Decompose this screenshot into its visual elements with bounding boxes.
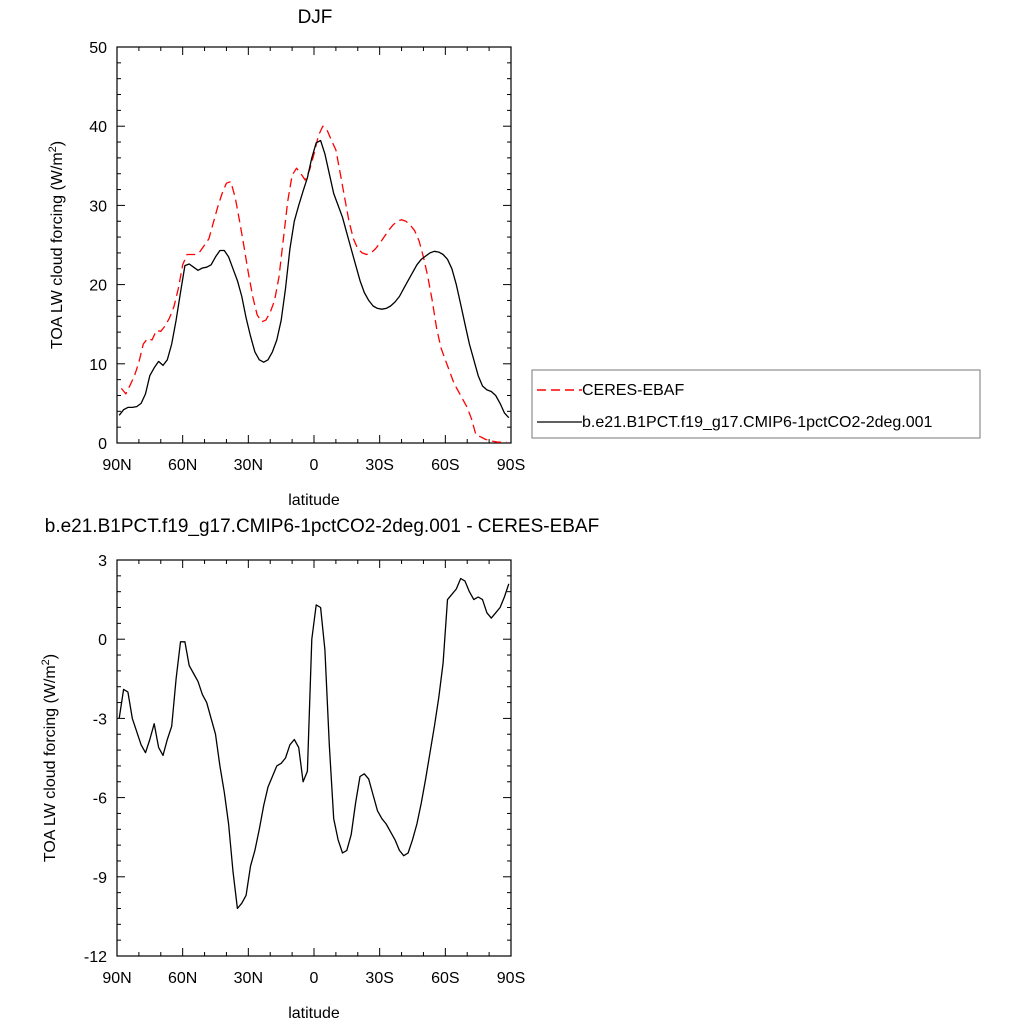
- top-x-tick-label: 30S: [365, 457, 393, 474]
- top-x-tick-label: 0: [310, 457, 319, 474]
- bottom-x-axis: 90N 60N 30N 0 30S 60S 90S: [102, 560, 525, 987]
- bottom-chart-title: b.e21.B1PCT.f19_g17.CMIP6-1pctCO2-2deg.0…: [45, 516, 599, 537]
- top-y-axis-label: TOA LW cloud forcing (W/m2): [47, 141, 66, 349]
- bottom-x-tick-label: 30S: [365, 970, 393, 987]
- top-x-axis: 90N 60N 30N 0 30S 60S 90S: [102, 47, 525, 474]
- top-y-tick-label: 0: [98, 436, 107, 453]
- legend-label-ceres: CERES-EBAF: [582, 382, 684, 399]
- legend-box: [531, 369, 981, 439]
- top-x-tick-label: 30N: [234, 457, 263, 474]
- bottom-x-tick-label: 60S: [431, 970, 459, 987]
- bottom-y-tick-label: -9: [93, 870, 107, 887]
- top-x-tick-label: 60N: [168, 457, 197, 474]
- bottom-series-lines: [118, 577, 510, 910]
- bottom-y-tick-label: 3: [98, 553, 107, 570]
- bottom-x-tick-label: 90S: [497, 970, 525, 987]
- bottom-y-axis-label: TOA LW cloud forcing (W/m2): [40, 654, 59, 862]
- top-y-tick-label: 50: [89, 40, 107, 57]
- top-y-axis: 0 10 20 30 40 50: [89, 40, 511, 453]
- top-x-tick-label: 90N: [102, 457, 131, 474]
- top-x-tick-label: 90S: [497, 457, 525, 474]
- bottom-x-axis-label: latitude: [288, 1005, 340, 1022]
- legend-label-model: b.e21.B1PCT.f19_g17.CMIP6-1pctCO2-2deg.0…: [582, 414, 933, 431]
- bottom-y-axis: -12 -9 -6 -3 0 3: [84, 553, 511, 966]
- top-y-tick-label: 30: [89, 198, 107, 215]
- top-x-axis-label: latitude: [288, 492, 340, 509]
- bottom-y-tick-label: -6: [93, 791, 107, 808]
- bottom-x-tick-label: 60N: [168, 970, 197, 987]
- top-x-tick-label: 60S: [431, 457, 459, 474]
- top-series-line-2: [118, 139, 510, 419]
- top-plot-frame: [116, 46, 512, 444]
- bottom-x-tick-label: 90N: [102, 970, 131, 987]
- bottom-y-tick-label: 0: [98, 632, 107, 649]
- top-y-tick-label: 10: [89, 357, 107, 374]
- top-series-line-1: [120, 125, 507, 443]
- top-series-lines: [118, 125, 510, 443]
- bottom-x-tick-label: 30N: [234, 970, 263, 987]
- panel-top: DJF 0 10 20 30 40 50 90N 60N 30N 0 30S 60S 90S lati…: [47, 7, 981, 509]
- top-y-tick-label: 20: [89, 278, 107, 295]
- top-y-tick-label: 40: [89, 119, 107, 136]
- legend: CERES-EBAF b.e21.B1PCT.f19_g17.CMIP6-1pc…: [531, 369, 981, 439]
- top-chart-title: DJF: [298, 7, 333, 28]
- bottom-y-tick-label: -3: [93, 711, 107, 728]
- panel-bottom: b.e21.B1PCT.f19_g17.CMIP6-1pctCO2-2deg.0…: [40, 516, 599, 1022]
- bottom-x-tick-label: 0: [310, 970, 319, 987]
- bottom-y-tick-label: -12: [84, 949, 107, 966]
- bottom-series-line-1: [118, 577, 510, 910]
